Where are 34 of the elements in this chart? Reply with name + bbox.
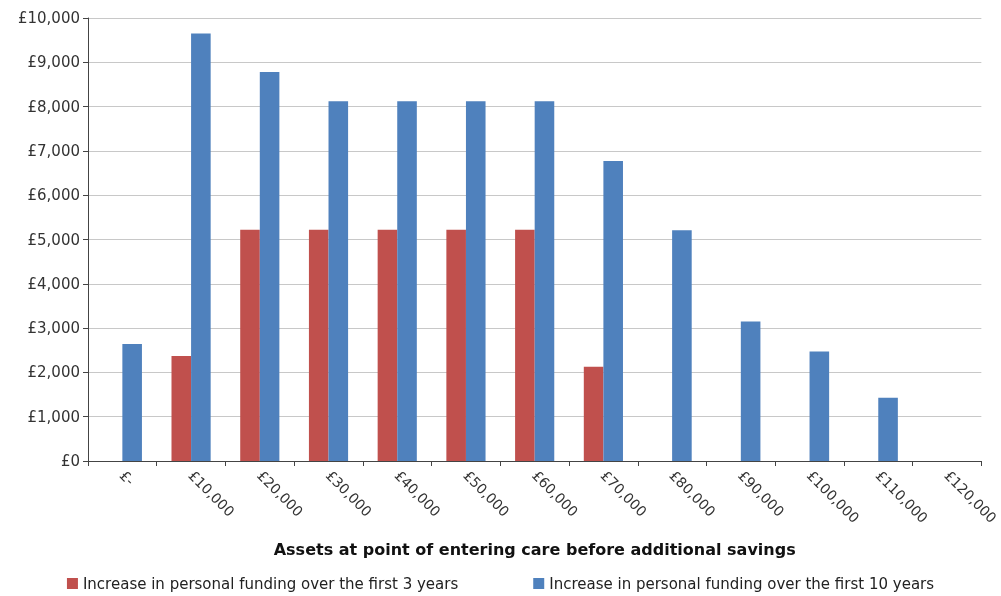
y-tick-label: £10,000 — [17, 9, 80, 27]
bar — [240, 229, 260, 461]
y-tick-label: £4,000 — [27, 274, 80, 293]
y-tick-label: £3,000 — [27, 319, 80, 338]
bar — [171, 356, 192, 461]
bar — [308, 229, 329, 461]
legend-label: Increase in personal funding over the first 10 years — [549, 574, 935, 593]
x-axis-title: Assets at point of entering care before additional savings — [273, 539, 796, 559]
bar — [672, 230, 692, 461]
y-tick-label: £0 — [60, 452, 80, 470]
bar — [878, 397, 898, 461]
y-tick-label: £1,000 — [27, 407, 80, 426]
y-tick-label: £9,000 — [27, 53, 80, 72]
y-tick-label: £5,000 — [27, 230, 80, 249]
y-tick-label: £6,000 — [27, 186, 80, 205]
bar — [809, 351, 830, 461]
bar — [740, 321, 761, 461]
bar — [446, 229, 466, 461]
bar — [328, 101, 349, 461]
bar — [377, 229, 398, 461]
bar — [465, 101, 486, 461]
bar — [515, 229, 535, 461]
legend-label: Increase in personal funding over the first 3 years — [82, 574, 459, 593]
bar — [603, 161, 623, 461]
y-tick-label: £2,000 — [27, 363, 80, 382]
bar — [397, 101, 417, 461]
bar — [583, 366, 604, 461]
x-tick-label: £- — [116, 467, 138, 489]
bar — [191, 33, 211, 461]
bar — [534, 101, 555, 461]
y-tick-label: £8,000 — [27, 97, 80, 116]
bar — [259, 72, 280, 461]
bar — [122, 344, 142, 461]
y-tick-label: £7,000 — [27, 141, 80, 160]
